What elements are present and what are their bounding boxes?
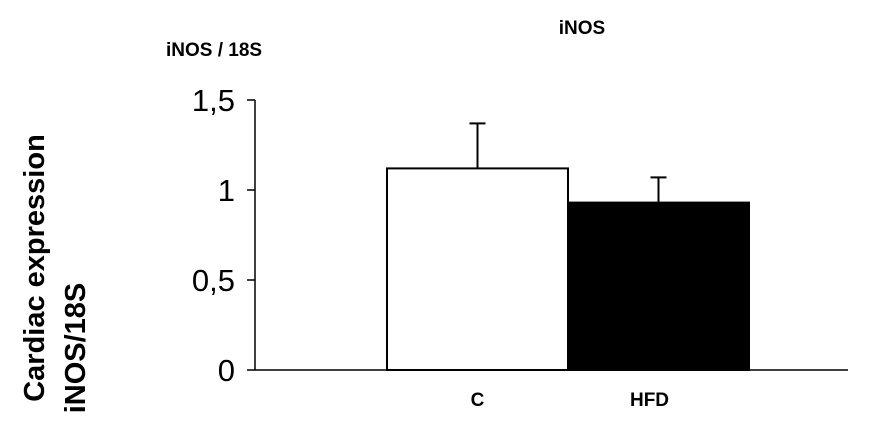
bars (386, 122, 750, 371)
y-axis-label-line1: Cardiac expression (19, 134, 51, 402)
bar-c (386, 167, 569, 371)
y-ticks: 0 0,5 1 1,5 (192, 83, 255, 388)
y-axis-label-line2: iNOS/18S (60, 283, 92, 414)
x-tick-label: HFD (630, 390, 669, 411)
x-tick-labels: C HFD (471, 390, 669, 411)
chart-subtitle: iNOS / 18S (166, 40, 262, 61)
chart-title: iNOS (559, 18, 605, 39)
x-tick-label: C (471, 390, 485, 411)
y-tick-label: 1,5 (192, 83, 235, 118)
y-tick-label: 0 (218, 353, 235, 388)
y-tick-label: 0,5 (192, 263, 235, 298)
y-tick-label: 1 (218, 173, 235, 208)
bar-hfd (567, 201, 750, 371)
